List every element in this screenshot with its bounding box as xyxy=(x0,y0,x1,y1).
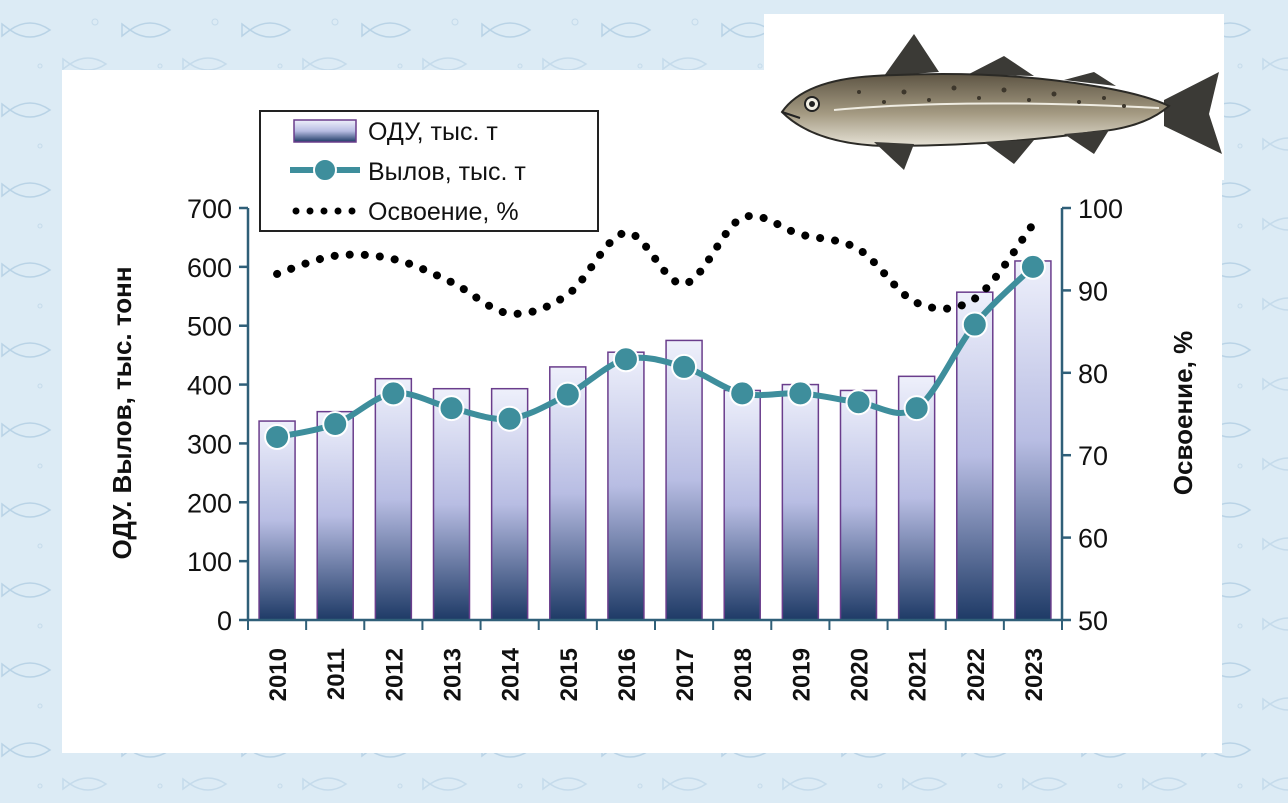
catch-point-2014 xyxy=(496,405,523,432)
y-tick-label-left: 0 xyxy=(217,606,232,636)
bar-2017 xyxy=(665,339,703,621)
y-tick-label-right: 70 xyxy=(1078,441,1108,471)
y-axis-title-right: Освоение, % xyxy=(1168,331,1198,495)
y-tick-label-right: 100 xyxy=(1078,194,1123,224)
y-axis-title-left: ОДУ. Вылов, тыс. тонн xyxy=(107,266,137,559)
bar-2015 xyxy=(549,366,587,621)
catch-line-group xyxy=(264,253,1046,450)
legend-bar-swatch xyxy=(293,119,357,143)
catch-point-2020 xyxy=(845,389,872,416)
x-tick-label-2023: 2023 xyxy=(1021,648,1048,701)
y-tick-label-left: 600 xyxy=(187,253,232,283)
catch-point-2021 xyxy=(903,395,930,422)
bar-2012 xyxy=(374,377,413,621)
x-tick-label-2011: 2011 xyxy=(323,648,350,700)
x-tick-label-2014: 2014 xyxy=(498,647,525,701)
usage-dotted-line xyxy=(273,212,1037,318)
legend-marker xyxy=(313,158,337,182)
catch-point-2017 xyxy=(671,353,698,380)
catch-point-2023 xyxy=(1019,253,1046,280)
y-tick-label-right: 80 xyxy=(1078,359,1108,389)
legend-label-usage: Освоение, % xyxy=(368,198,519,226)
catch-point-2019 xyxy=(787,380,814,407)
bar-2016 xyxy=(607,351,645,621)
x-tick-label-2021: 2021 xyxy=(905,648,932,701)
x-tick-label-2016: 2016 xyxy=(614,648,641,701)
cod-fish-icon xyxy=(780,34,1222,170)
y-tick-label-right: 50 xyxy=(1078,606,1108,636)
y-tick-label-right: 60 xyxy=(1078,524,1108,554)
x-tick-label-2010: 2010 xyxy=(265,648,292,701)
catch-point-2010 xyxy=(264,423,291,450)
y-tick-label-left: 400 xyxy=(187,371,232,401)
x-tick-label-2017: 2017 xyxy=(672,648,699,701)
legend-label-quota: ОДУ, тыс. т xyxy=(368,118,498,146)
bar-2018 xyxy=(723,389,761,621)
bar-2013 xyxy=(432,387,471,621)
y-tick-label-left: 700 xyxy=(187,194,232,224)
legend-label-catch: Вылов, тыс. т xyxy=(368,158,526,186)
catch-point-2011 xyxy=(322,411,349,438)
tick-labels-group: 0 100 200 300 400 500 600 700 50 60 70 80 90 100 2010 2… xyxy=(187,194,1123,701)
bar-2010 xyxy=(258,420,296,621)
y-tick-label-left: 300 xyxy=(187,429,232,459)
axes-group xyxy=(239,206,1071,630)
fish-illustration xyxy=(764,14,1224,180)
bar-2011 xyxy=(316,410,354,621)
catch-point-2013 xyxy=(438,395,465,422)
bar-2020 xyxy=(839,389,878,621)
y-tick-label-right: 90 xyxy=(1078,276,1108,306)
x-tick-label-2019: 2019 xyxy=(788,648,815,701)
catch-point-2015 xyxy=(554,381,581,408)
legend: ОДУ, тыс. т Вылов, тыс. т Освоение, % xyxy=(259,110,599,232)
x-tick-label-2020: 2020 xyxy=(847,648,874,701)
x-tick-label-2018: 2018 xyxy=(730,648,757,701)
y-tick-label-left: 100 xyxy=(187,547,232,577)
y-tick-label-left: 500 xyxy=(187,312,232,342)
x-tick-label-2012: 2012 xyxy=(381,648,408,701)
catch-point-2018 xyxy=(729,380,756,407)
catch-point-2012 xyxy=(380,380,407,407)
x-tick-label-2022: 2022 xyxy=(963,648,990,701)
x-tick-label-2013: 2013 xyxy=(440,648,467,701)
bars-group xyxy=(258,260,1052,621)
catch-point-2016 xyxy=(612,346,639,373)
catch-point-2022 xyxy=(961,311,988,338)
usage-dots-group xyxy=(273,212,1037,318)
bar-2019 xyxy=(781,383,820,621)
bar-2023 xyxy=(1014,260,1052,621)
legend-dots-swatch xyxy=(292,207,356,215)
x-tick-label-2015: 2015 xyxy=(556,648,583,701)
y-tick-label-left: 200 xyxy=(187,488,232,518)
